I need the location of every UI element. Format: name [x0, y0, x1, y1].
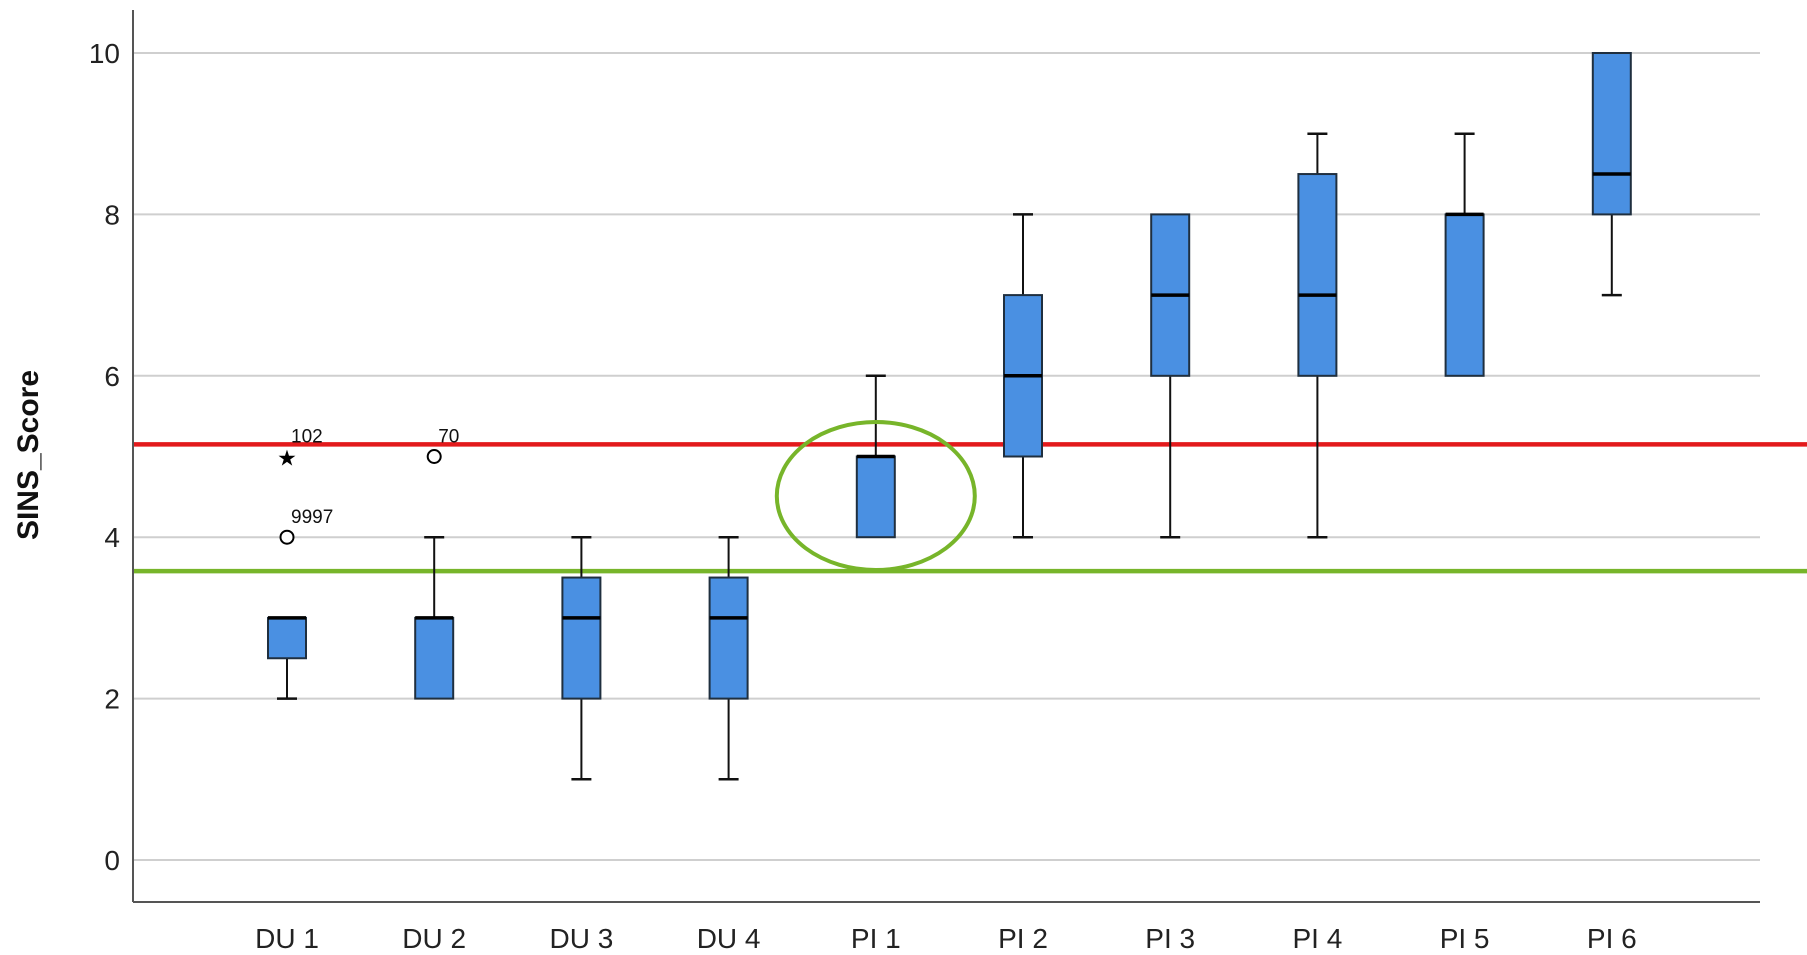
x-tick-label-pi-3: PI 3: [1145, 923, 1195, 954]
box-du-1: [267, 616, 307, 700]
x-tick-label-pi-4: PI 4: [1292, 923, 1342, 954]
box-body-du-1: [267, 616, 307, 660]
y-axis-title: SINS_Score: [12, 370, 45, 540]
x-tick-label-pi-1: PI 1: [851, 923, 901, 954]
box-du-2: [414, 535, 455, 700]
y-tick-label-4: 4: [104, 522, 120, 553]
x-tick-label-du-1: DU 1: [255, 923, 319, 954]
box-body-du-3: [561, 576, 602, 700]
y-tick-label-10: 10: [89, 38, 120, 69]
box-body-du-4: [708, 576, 749, 700]
reference-lines: [133, 442, 1807, 574]
highlight-annotation: [774, 420, 977, 572]
y-tick-label-6: 6: [104, 361, 120, 392]
gridlines: [133, 52, 1760, 861]
outliers: ★102 9997 70: [277, 427, 459, 545]
box-pi-2: [1003, 213, 1043, 539]
outlier-label-du-1-102: 102: [291, 427, 323, 448]
outlier-label-du-1-9997: 9997: [291, 507, 333, 528]
box-pi-3: [1150, 213, 1191, 539]
outlier-circle-du-2-70: [426, 449, 442, 464]
box-body-pi-6: [1591, 52, 1632, 216]
boxes: [267, 52, 1632, 781]
x-tick-label-pi-2: PI 2: [998, 923, 1048, 954]
outlier-circle-du-1-9997: [279, 529, 295, 545]
box-pi-1: [855, 374, 896, 539]
box-pi-4: [1297, 132, 1338, 539]
box-pi-6: [1591, 52, 1632, 297]
x-tick-label-du-4: DU 4: [697, 923, 761, 954]
box-pi-5: [1444, 132, 1485, 377]
axes: [132, 10, 1760, 903]
x-tick-label-pi-5: PI 5: [1440, 923, 1490, 954]
y-tick-label-8: 8: [104, 199, 120, 230]
box-body-pi-1: [855, 455, 896, 539]
outlier-star-du-1-102: ★: [277, 447, 297, 472]
x-tick-label-pi-6: PI 6: [1587, 923, 1637, 954]
tick-labels: 0 2 4 6 8 10 DU 1 DU 2 DU 3 DU 4 PI 1 PI 2 PI 3 PI 4 P…: [89, 38, 1637, 954]
y-tick-label-0: 0: [104, 845, 120, 876]
box-body-pi-4: [1297, 173, 1338, 377]
box-body-du-2: [414, 616, 455, 700]
y-tick-label-2: 2: [104, 684, 120, 715]
highlight-ellipse: [774, 420, 977, 572]
box-du-3: [561, 535, 602, 781]
x-tick-label-du-2: DU 2: [402, 923, 466, 954]
x-tick-label-du-3: DU 3: [550, 923, 614, 954]
box-body-pi-5: [1444, 213, 1485, 377]
box-du-4: [708, 535, 749, 781]
outlier-label-du-2-70: 70: [438, 427, 459, 448]
